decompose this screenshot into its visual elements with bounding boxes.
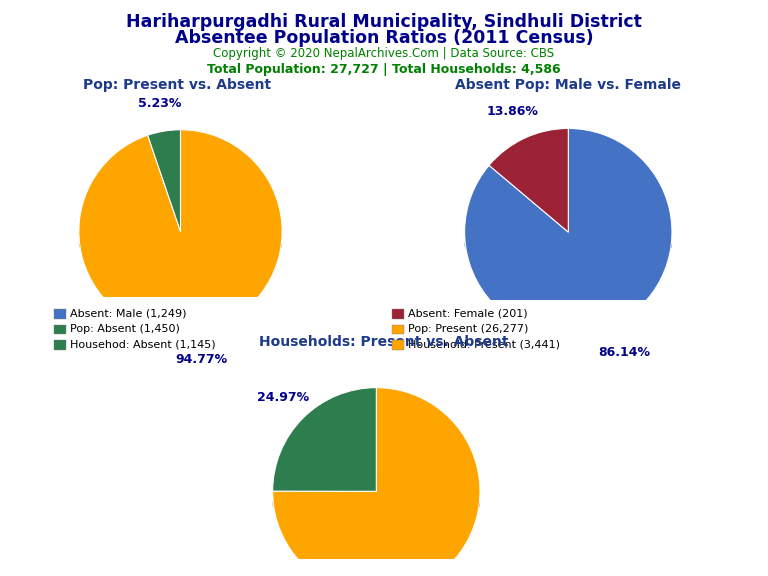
Wedge shape [147, 130, 180, 232]
Text: Hariharpurgadhi Rural Municipality, Sindhuli District: Hariharpurgadhi Rural Municipality, Sind… [126, 13, 642, 31]
Text: Households: Present vs. Absent: Households: Present vs. Absent [260, 335, 508, 349]
Text: 13.86%: 13.86% [486, 105, 538, 118]
Wedge shape [79, 130, 282, 333]
Text: Absent Pop: Male vs. Female: Absent Pop: Male vs. Female [455, 78, 681, 92]
Text: Pop: Absent (1,450): Pop: Absent (1,450) [70, 324, 180, 334]
Text: 94.77%: 94.77% [176, 353, 228, 366]
Text: Total Population: 27,727 | Total Households: 4,586: Total Population: 27,727 | Total Househo… [207, 63, 561, 77]
Text: Absent: Male (1,249): Absent: Male (1,249) [70, 308, 187, 319]
Text: 86.14%: 86.14% [598, 346, 650, 359]
Text: Absent: Female (201): Absent: Female (201) [408, 308, 528, 319]
Text: Absentee Population Ratios (2011 Census): Absentee Population Ratios (2011 Census) [174, 29, 594, 47]
Ellipse shape [273, 475, 480, 533]
Wedge shape [273, 388, 376, 491]
Text: Pop: Present vs. Absent: Pop: Present vs. Absent [83, 78, 270, 92]
Wedge shape [489, 128, 568, 232]
Wedge shape [465, 128, 672, 336]
Text: 24.97%: 24.97% [257, 391, 309, 404]
Ellipse shape [465, 215, 672, 274]
Ellipse shape [79, 215, 282, 272]
Text: Copyright © 2020 NepalArchives.Com | Data Source: CBS: Copyright © 2020 NepalArchives.Com | Dat… [214, 47, 554, 60]
Text: Househod: Absent (1,145): Househod: Absent (1,145) [70, 339, 216, 350]
Text: 5.23%: 5.23% [137, 97, 181, 109]
Wedge shape [273, 388, 480, 576]
Text: Pop: Present (26,277): Pop: Present (26,277) [408, 324, 528, 334]
Text: Household: Present (3,441): Household: Present (3,441) [408, 339, 560, 350]
